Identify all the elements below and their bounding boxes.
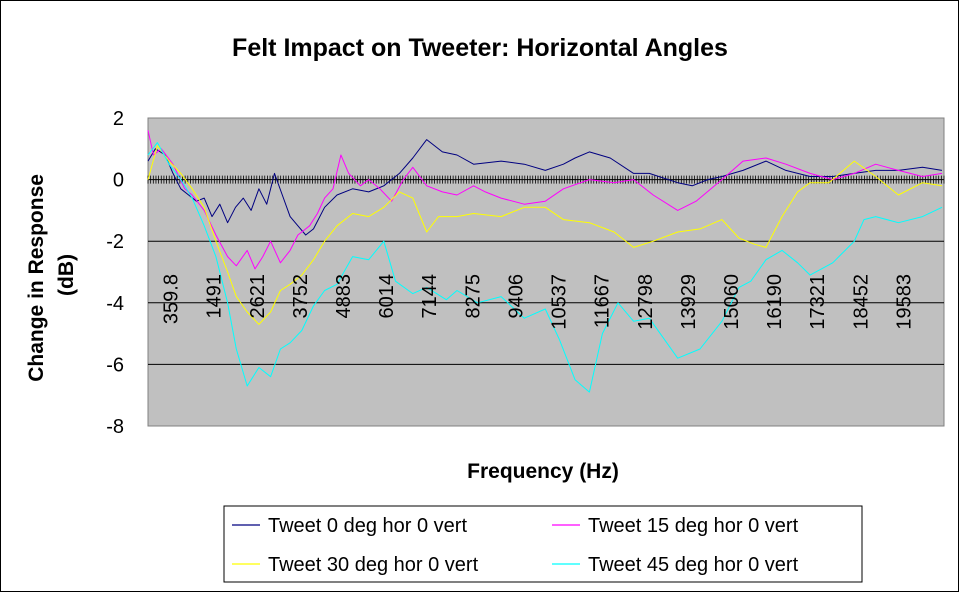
series-line-1	[147, 130, 943, 270]
plot-area	[147, 117, 945, 427]
y-tick-label: -2	[106, 231, 124, 253]
y-tick-label: 0	[113, 170, 124, 192]
x-tick-label: 10537	[549, 274, 571, 330]
y-axis-title-line1: Change in Response	[25, 174, 48, 382]
x-tick-label: 17321	[807, 274, 829, 330]
x-axis-title: Frequency (Hz)	[467, 460, 619, 483]
x-tick-label: 18452	[850, 274, 872, 330]
y-axis-title: Change in Response (dB)	[25, 168, 78, 382]
series-lines	[147, 130, 943, 393]
series-line-3	[147, 142, 943, 393]
x-tick-label: 16190	[764, 274, 786, 330]
x-tick-label: 7144	[419, 274, 441, 319]
x-tick-label: 6014	[376, 274, 398, 319]
x-tick-label: 13929	[678, 274, 700, 330]
x-tick-label: 9406	[505, 274, 527, 319]
y-axis-title-line2: (dB)	[55, 254, 78, 296]
x-axis-tick-marks	[147, 175, 945, 184]
legend-label: Tweet 15 deg hor 0 vert	[588, 515, 799, 537]
chart-title: Felt Impact on Tweeter: Horizontal Angle…	[232, 34, 728, 62]
y-tick-label: -8	[106, 416, 124, 438]
x-tick-label: 11667	[592, 274, 614, 328]
legend-label: Tweet 45 deg hor 0 vert	[588, 554, 799, 576]
x-tick-label: 3752	[290, 274, 312, 319]
y-tick-label: -4	[106, 293, 124, 315]
series-line-2	[147, 145, 943, 325]
y-tick-label: -6	[106, 354, 124, 376]
x-tick-label: 12798	[635, 274, 657, 330]
legend: Tweet 0 deg hor 0 vert Tweet 15 deg hor 0…	[223, 505, 863, 583]
x-tick-label: 19583	[893, 274, 915, 330]
legend-box	[223, 505, 863, 583]
y-axis-ticks: 2 0 -2 -4 -6 -8	[106, 108, 124, 438]
series-line-0	[147, 139, 943, 236]
legend-label: Tweet 0 deg hor 0 vert	[268, 515, 467, 537]
x-tick-label: 1491	[204, 274, 226, 319]
x-tick-label: 8275	[462, 274, 484, 319]
y-tick-label: 2	[113, 108, 124, 130]
x-tick-label: 4883	[333, 274, 355, 319]
x-tick-label: 2621	[247, 274, 269, 319]
x-axis-ticks: 359.8 1491 2621 3752 4883 6014 7144 8275 9406 105…	[161, 274, 916, 330]
legend-label: Tweet 30 deg hor 0 vert	[268, 554, 479, 576]
x-tick-label: 359.8	[161, 274, 183, 324]
x-tick-label: 15060	[721, 274, 743, 330]
